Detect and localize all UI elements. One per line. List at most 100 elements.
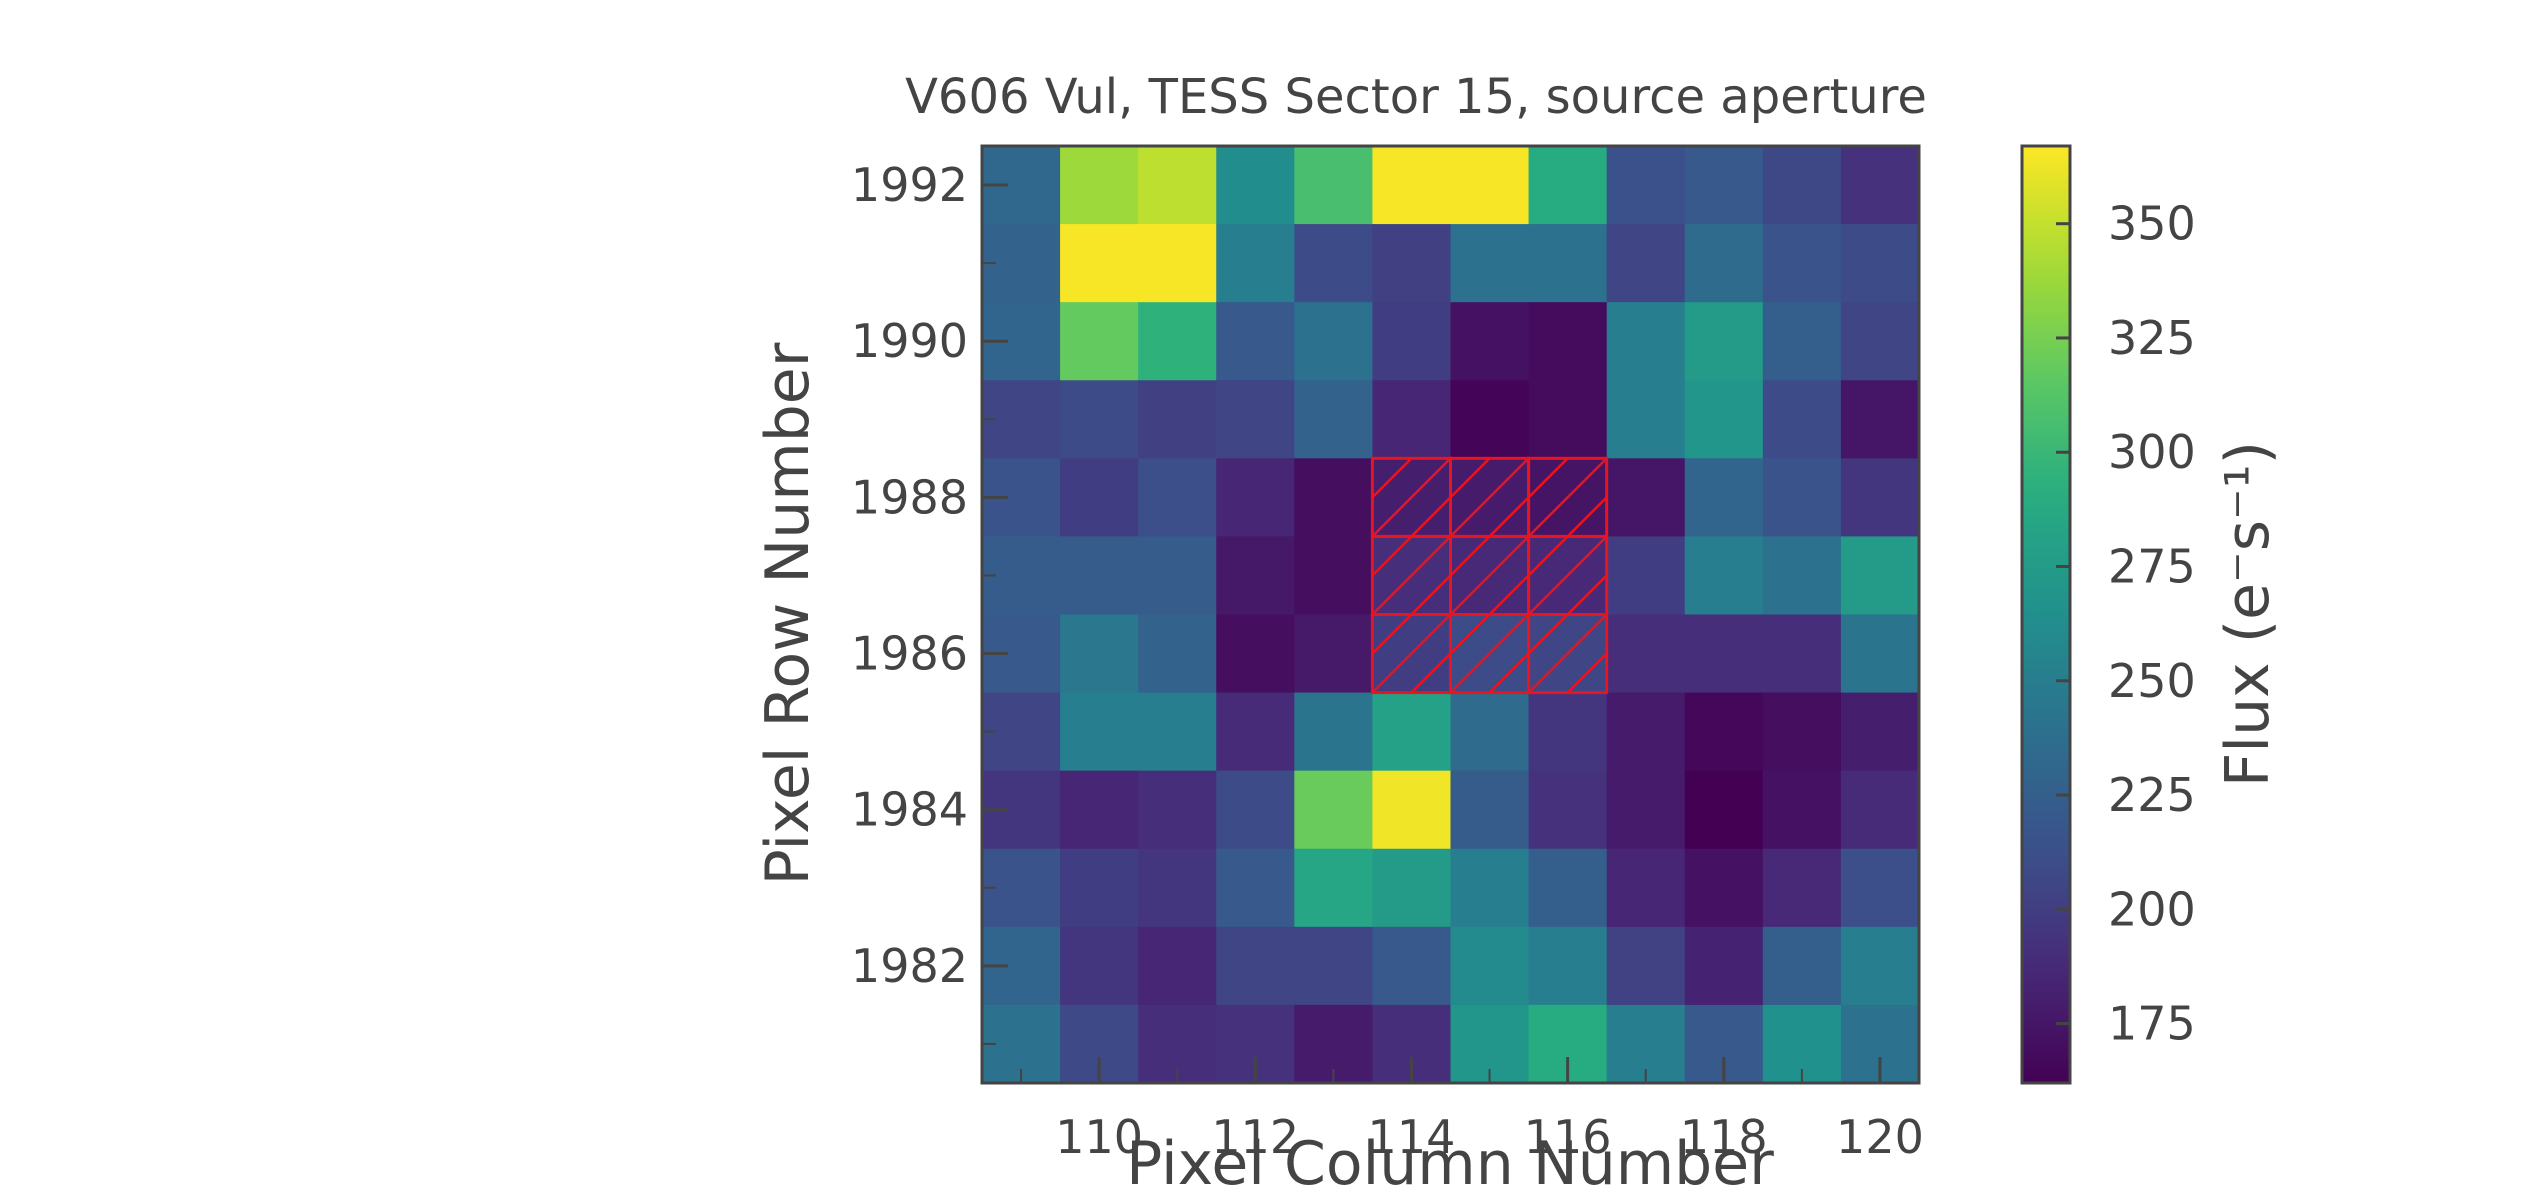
heatmap-cell	[1840, 458, 1920, 538]
heatmap-cell	[1840, 926, 1920, 1006]
aperture-hatch-line	[1488, 496, 1530, 538]
heatmap-cell	[1684, 302, 1764, 381]
colorbar-tick-label: 275	[2108, 540, 2196, 594]
heatmap-cell	[1216, 848, 1295, 928]
heatmap-cell	[1762, 770, 1842, 850]
heatmap-cell	[1762, 692, 1842, 772]
heatmap-cell	[1606, 146, 1686, 225]
heatmap-cell	[1684, 848, 1764, 928]
heatmap-cell	[1528, 848, 1608, 928]
aperture-hatch-line	[1371, 458, 1412, 499]
heatmap-cell	[1060, 146, 1139, 225]
y-axis-label: Pixel Row Number	[753, 342, 823, 885]
x-tick-label: 116	[1524, 1110, 1612, 1164]
heatmap-cell	[1294, 224, 1374, 303]
y-tick-label: 1982	[851, 939, 968, 993]
heatmap-cell	[1606, 380, 1686, 459]
heatmap-cell	[1450, 848, 1530, 928]
aperture-hatch-line	[1527, 536, 1568, 577]
heatmap-cell	[1840, 614, 1920, 694]
aperture-hatch-line	[1527, 614, 1568, 655]
colorbar-tick-label: 350	[2108, 197, 2196, 251]
aperture-hatch-line	[1488, 652, 1530, 694]
y-tick-label: 1986	[851, 627, 968, 681]
aperture-hatch-line	[1527, 458, 1568, 499]
heatmap-cell	[1216, 302, 1295, 381]
aperture-hatch-line	[1449, 458, 1529, 538]
heatmap-cell	[1138, 536, 1217, 616]
y-tick-label: 1992	[851, 158, 968, 212]
heatmap-cell	[1684, 224, 1764, 303]
heatmap-cell	[1762, 926, 1842, 1006]
heatmap-cell	[1216, 926, 1295, 1006]
aperture-hatch-line	[1566, 574, 1608, 616]
heatmap-cell	[1528, 692, 1608, 772]
heatmap-cell	[1216, 380, 1295, 459]
heatmap-cell	[1840, 146, 1920, 225]
heatmap-cell	[1528, 224, 1608, 303]
aperture-hatch-line	[1410, 652, 1452, 694]
heatmap-cell	[1060, 692, 1139, 772]
heatmap-cell	[1762, 848, 1842, 928]
heatmap-cell	[1684, 614, 1764, 694]
heatmap-cell	[1606, 224, 1686, 303]
aperture-hatch-line	[1449, 614, 1490, 655]
heatmap-cell	[1606, 692, 1686, 772]
x-tick-label: 118	[1680, 1110, 1768, 1164]
aperture-hatch-line	[1410, 496, 1452, 538]
heatmap-cell	[1060, 614, 1139, 694]
heatmap-cell	[1684, 146, 1764, 225]
heatmap-cell	[1684, 770, 1764, 850]
heatmap-cell	[1294, 926, 1374, 1006]
colorbar-tick-label: 200	[2108, 882, 2196, 936]
heatmap-cell	[1216, 614, 1295, 694]
heatmap-cell	[1294, 770, 1374, 850]
heatmap-cell	[1450, 692, 1530, 772]
axis-ticks: 110 112 114 116 118 120 1992 1990 1988 1986 1984 19…	[851, 158, 1924, 1164]
heatmap-cell	[1138, 614, 1217, 694]
aperture-hatch-line	[1371, 614, 1412, 655]
heatmap-cell	[1762, 146, 1842, 225]
heatmap-cell	[1060, 770, 1139, 850]
x-tick-label: 120	[1836, 1110, 1924, 1164]
heatmap-cell	[1372, 224, 1452, 303]
heatmap-cell	[1138, 302, 1217, 381]
heatmap-cells	[982, 146, 1920, 1084]
heatmap-cell	[1528, 302, 1608, 381]
heatmap-cell	[1840, 302, 1920, 381]
x-tick-label: 114	[1368, 1110, 1456, 1164]
heatmap-cell	[1138, 926, 1217, 1006]
heatmap-cell	[1450, 302, 1530, 381]
heatmap-cell	[1372, 848, 1452, 928]
heatmap-cell	[1216, 146, 1295, 225]
heatmap-cell	[1762, 614, 1842, 694]
heatmap-cell	[1606, 926, 1686, 1006]
heatmap-cell	[1450, 380, 1530, 459]
heatmap-cell	[1372, 692, 1452, 772]
heatmap-cell	[1606, 770, 1686, 850]
heatmap-cell	[1060, 224, 1139, 303]
heatmap-cell	[1138, 224, 1217, 303]
heatmap-cell	[1528, 770, 1608, 850]
colorbar-gradient	[2020, 144, 2072, 1085]
heatmap-cell	[1606, 614, 1686, 694]
aperture-hatch-line	[1488, 574, 1530, 616]
colorbar-tick-label: 325	[2108, 311, 2196, 365]
aperture-hatch-line	[1449, 614, 1529, 694]
colorbar-tick-label: 175	[2108, 997, 2196, 1051]
heatmap-cell	[1138, 848, 1217, 928]
colorbar-label: Flux (e⁻s⁻¹)	[2213, 441, 2283, 787]
aperture-hatch-line	[1371, 536, 1412, 577]
heatmap-cell	[1840, 770, 1920, 850]
heatmap-cell	[1450, 926, 1530, 1006]
colorbar-tick-label: 250	[2108, 654, 2196, 708]
heatmap-cell	[1294, 848, 1374, 928]
heatmap-cell	[1684, 458, 1764, 538]
aperture-hatch-line	[1566, 652, 1608, 694]
heatmap-cell	[1060, 848, 1139, 928]
heatmap-cell	[1216, 536, 1295, 616]
heatmap-cell	[1216, 692, 1295, 772]
heatmap-cell	[1060, 302, 1139, 381]
plot-frame	[980, 144, 1921, 1085]
heatmap-cell	[1528, 926, 1608, 1006]
